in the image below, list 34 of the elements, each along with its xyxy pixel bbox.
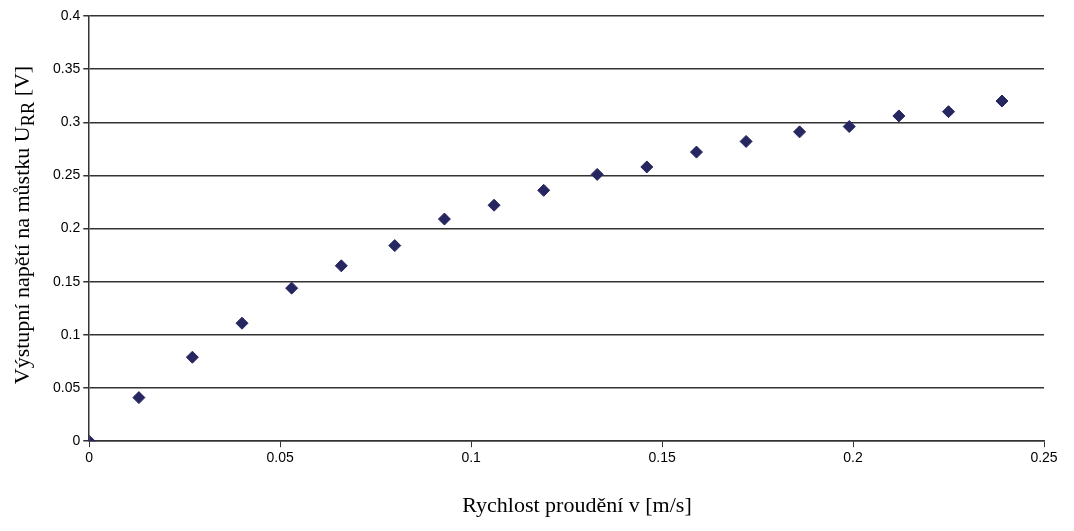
point: [842, 120, 856, 134]
point: [942, 105, 956, 119]
point: [739, 134, 753, 148]
x-tick-label: 0.05: [266, 449, 295, 466]
point: [437, 212, 451, 226]
y-tick-label: 0.3: [60, 113, 81, 130]
y-tick-label: 0.2: [60, 219, 81, 236]
x-tick-label: 0.15: [648, 449, 676, 466]
point: [995, 94, 1009, 108]
point: [487, 198, 501, 212]
y-tick-label: 0.05: [53, 378, 81, 395]
point: [793, 125, 807, 139]
x-tick-label: 0.1: [461, 449, 482, 466]
point: [537, 183, 551, 197]
x-tick-label: 0.2: [843, 449, 863, 466]
point: [132, 391, 146, 405]
y-tick-label: 0: [72, 432, 81, 449]
point: [689, 145, 703, 159]
y-tick-label: 0.1: [60, 325, 81, 342]
point: [235, 316, 249, 330]
y-tick-label: 0.25: [53, 166, 81, 183]
x-tick-label: 0.25: [1030, 449, 1058, 466]
point: [590, 167, 604, 181]
y-tick-label: 0.35: [53, 60, 81, 77]
x-axis-title: Rychlost proudění v [m/s]: [462, 492, 692, 517]
point: [334, 259, 348, 273]
y-tick-label: 0.4: [60, 6, 81, 23]
point: [185, 350, 199, 364]
point: [388, 239, 402, 253]
point: [285, 281, 299, 295]
y-tick-label: 0.15: [53, 272, 81, 289]
x-tick-label: 0: [85, 449, 94, 466]
point: [892, 109, 906, 123]
point: [640, 160, 654, 174]
